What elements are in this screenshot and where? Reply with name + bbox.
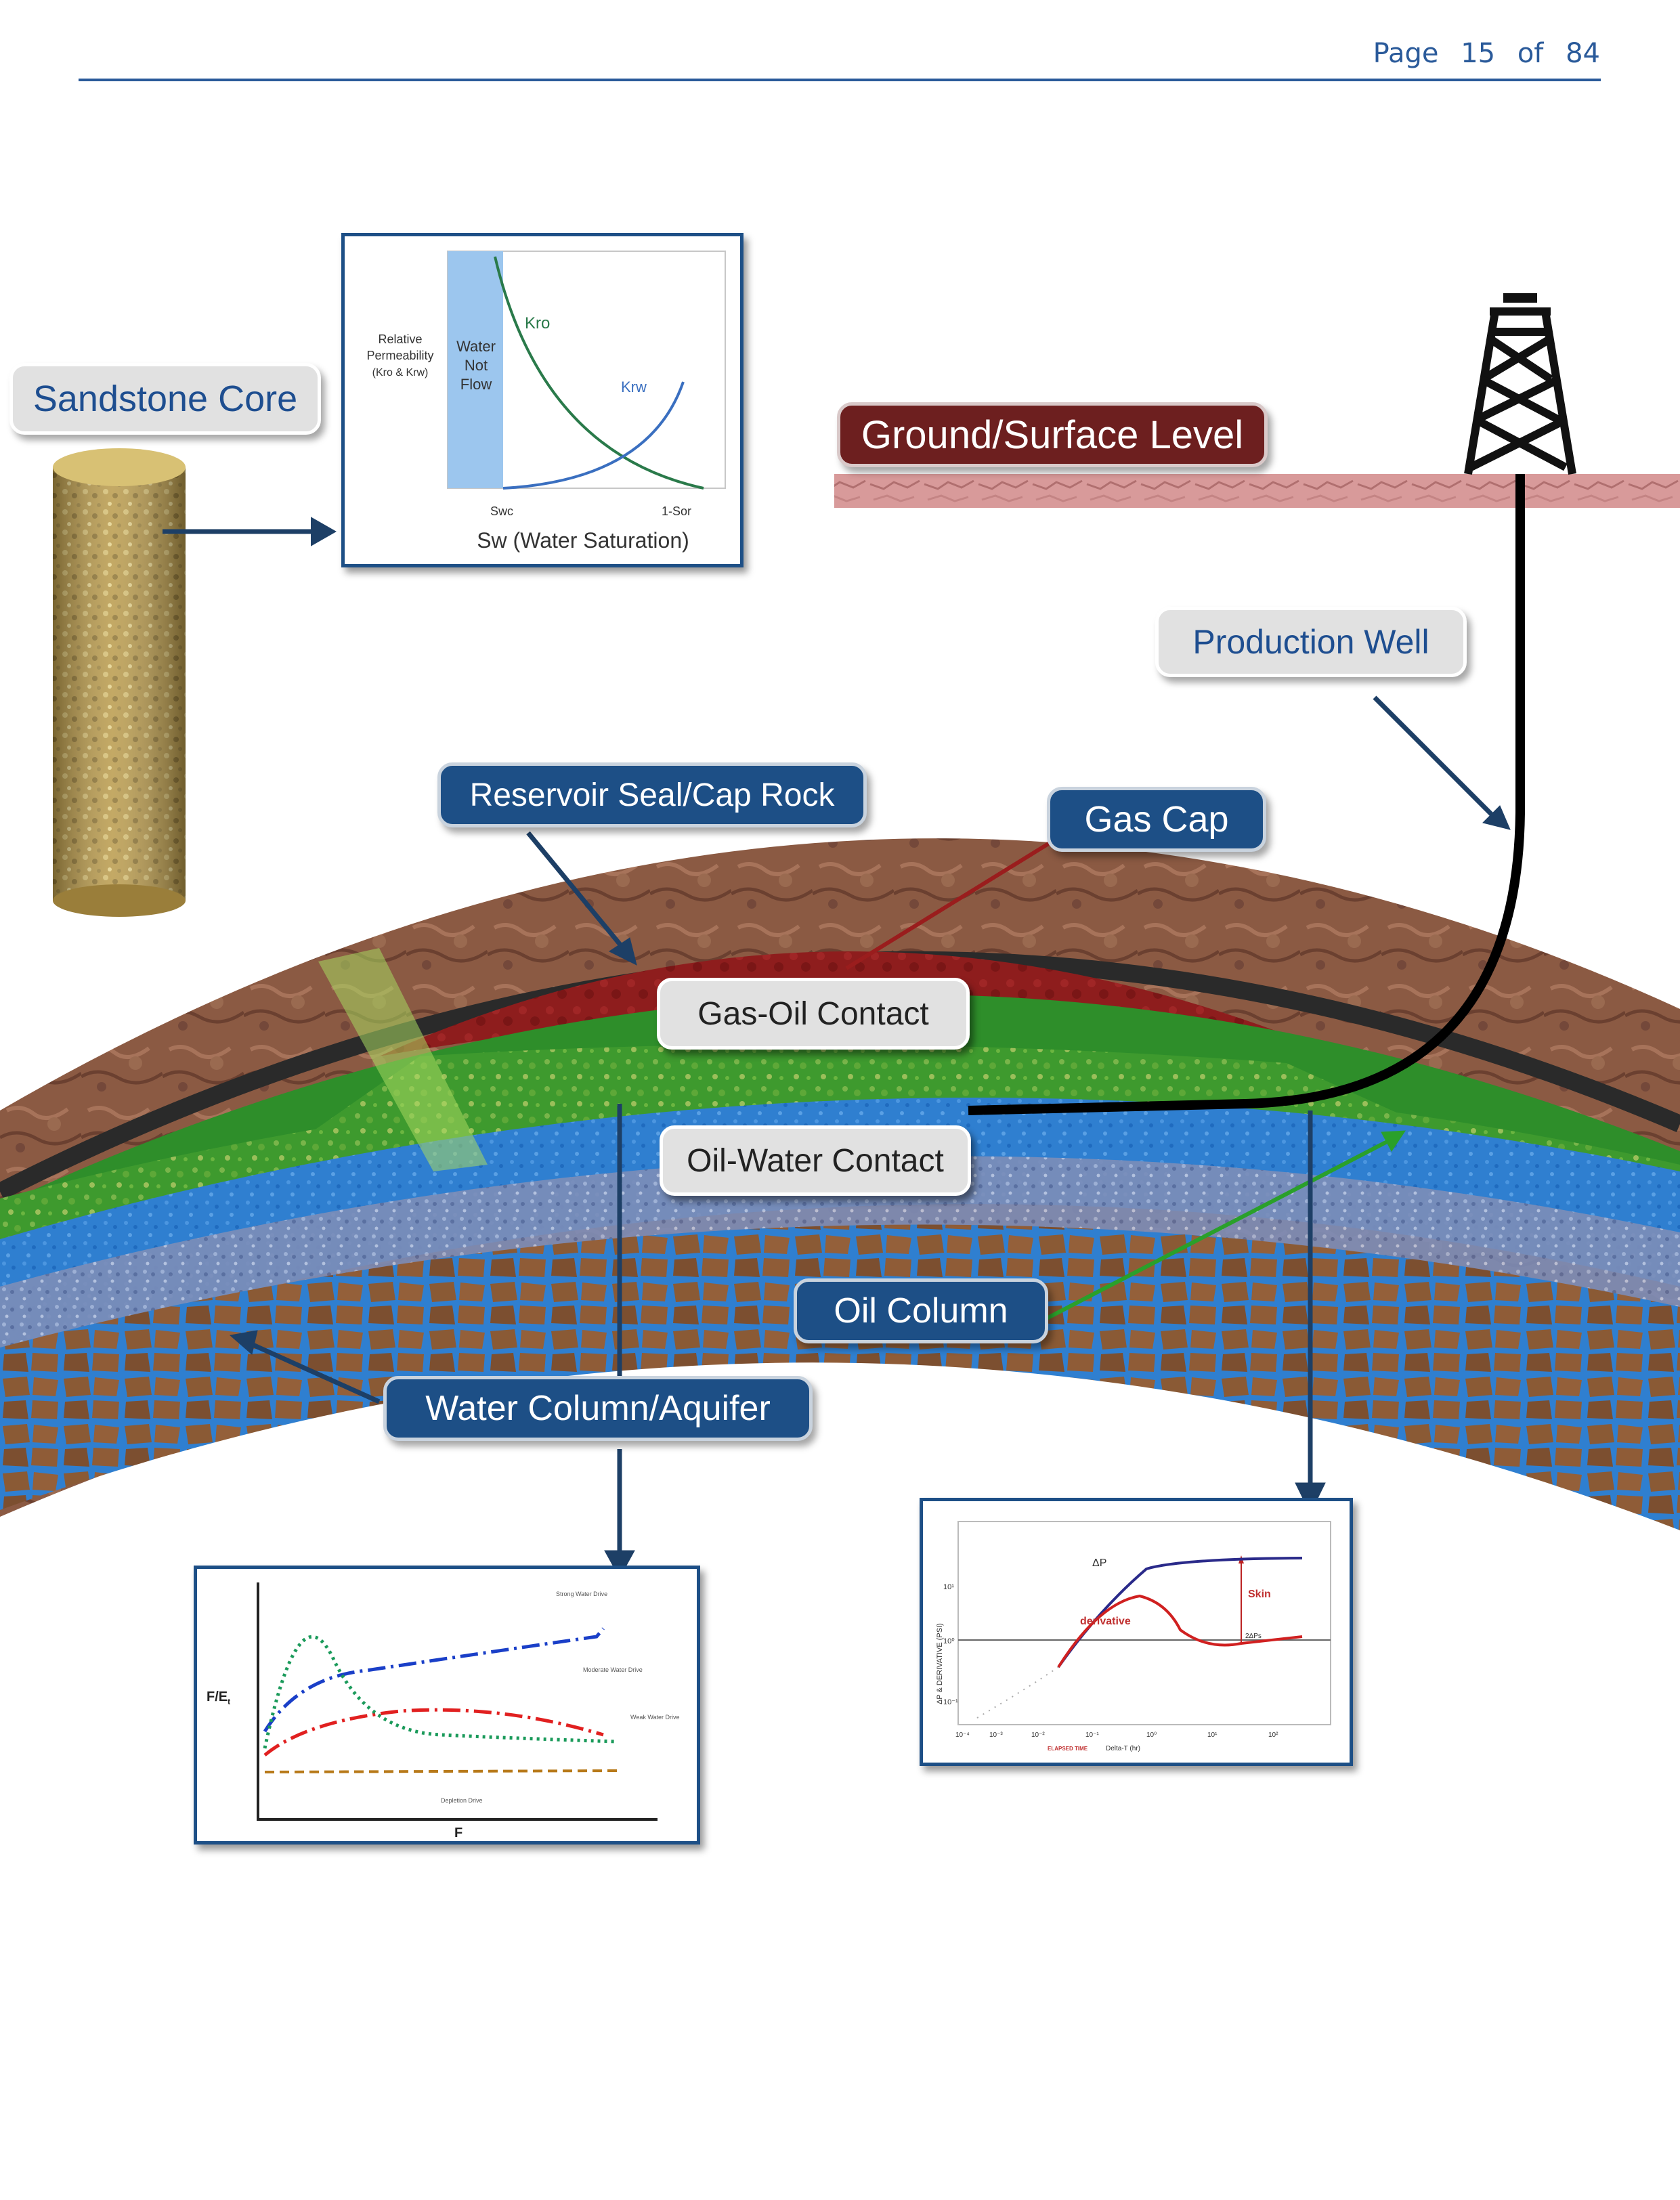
label-oil-column: Oil Column — [794, 1278, 1048, 1343]
aquifer-cobble-layer — [0, 1224, 1680, 1530]
label-sandstone-core: Sandstone Core — [9, 363, 321, 435]
production-well-arrow — [1373, 695, 1499, 821]
page-label: Page — [1373, 38, 1439, 69]
water-layer — [0, 1097, 1680, 1361]
early-data-points — [976, 1666, 1059, 1719]
xtick-4: 10⁰ — [1146, 1731, 1157, 1739]
depletion-drive-line — [264, 1769, 618, 1773]
xlabel: Sw (Water Saturation) — [477, 528, 689, 553]
production-well-pipe — [968, 474, 1525, 1115]
pressure-xlabel-red: ELAPSED TIME — [1048, 1746, 1088, 1752]
gas-cap-connector — [845, 841, 1051, 970]
xtick-1: 10⁻³ — [989, 1731, 1003, 1739]
header-rule — [79, 79, 1601, 81]
band-line-2: Not — [465, 357, 488, 374]
one-minus-sor-label: 1-Sor — [662, 504, 691, 518]
ground-surface-band — [834, 474, 1680, 508]
pressure-xlabel: Delta-T (hr) — [1106, 1745, 1140, 1752]
moderate-drive-label: Moderate Water Drive — [583, 1666, 643, 1673]
page-number: Page 15 of 84 — [1360, 38, 1600, 69]
derrick-icon — [1464, 293, 1576, 475]
delta-p-label: ΔP — [1092, 1557, 1106, 1569]
derivative-label: derivative — [1080, 1616, 1131, 1627]
label-gas-oil-contact: Gas-Oil Contact — [657, 978, 970, 1050]
strong-drive-label: Strong Water Drive — [556, 1591, 607, 1597]
drive-ylabel: F/Et — [207, 1689, 230, 1706]
swc-label: Swc — [490, 504, 513, 518]
xtick-3: 10⁻¹ — [1085, 1731, 1099, 1739]
drive-mechanism-chart: F/Et F Strong Water Drive Moderate Water… — [194, 1566, 700, 1845]
pressure-derivative-chart: ΔP derivative Skin 2ΔPs ΔP & DERIVATIVE … — [920, 1498, 1353, 1766]
label-ground-surface: Ground/Surface Level — [837, 402, 1268, 467]
page-of: of — [1517, 38, 1544, 69]
connectors — [163, 517, 1511, 1579]
derivative-curve — [1057, 1594, 1303, 1668]
ylabel-line-1: Relative — [378, 332, 422, 346]
ytick-top: 10¹ — [943, 1583, 954, 1591]
oil-column-layer — [0, 994, 1680, 1219]
krw-label: Krw — [621, 379, 647, 395]
skin-small-label: 2ΔPs — [1245, 1633, 1262, 1640]
xtick-2: 10⁻² — [1031, 1731, 1045, 1739]
xtick-5: 10¹ — [1207, 1731, 1218, 1739]
ylabel-line-3: (Kro & Krw) — [372, 367, 429, 379]
label-gas-cap: Gas Cap — [1047, 787, 1266, 852]
oil-column-connector — [1041, 1136, 1396, 1322]
aquifer-gravel-layer — [0, 1156, 1680, 1408]
page-total: 84 — [1566, 38, 1600, 69]
depletion-drive-label: Depletion Drive — [441, 1797, 483, 1804]
water-not-flow-band — [448, 251, 503, 488]
ytick-mid: 10⁰ — [943, 1637, 955, 1645]
moderate-drive-curve — [263, 1708, 604, 1756]
pressure-ylabel: ΔP & DERIVATIVE (PSI) — [936, 1623, 944, 1704]
band-line-3: Flow — [460, 376, 492, 393]
label-water-column: Water Column/Aquifer — [383, 1376, 813, 1441]
kro-label: Kro — [525, 314, 550, 332]
weak-drive-curve — [263, 1635, 618, 1749]
band-line-1: Water — [456, 338, 496, 355]
ylabel-line-2: Permeability — [366, 349, 433, 362]
page-header: Page 15 of 84 — [0, 0, 1680, 88]
relperm-chart: Relative Permeability (Kro & Krw) Water … — [341, 233, 744, 567]
xtick-6: 10² — [1268, 1731, 1278, 1739]
delta-p-curve — [1057, 1557, 1303, 1668]
kro-curve — [494, 256, 704, 490]
skin-label: Skin — [1248, 1589, 1271, 1600]
weak-drive-label: Weak Water Drive — [630, 1714, 680, 1721]
page-current: 15 — [1461, 38, 1496, 69]
seal-arrow — [526, 831, 625, 950]
label-production-well: Production Well — [1155, 607, 1467, 677]
label-reservoir-seal: Reservoir Seal/Cap Rock — [437, 762, 867, 827]
highlight-wedge — [318, 948, 488, 1171]
ytick-bot: 10⁻¹ — [943, 1698, 958, 1706]
sandstone-core-image — [53, 448, 186, 917]
krw-curve — [502, 381, 685, 490]
strong-drive-curve — [263, 1627, 605, 1733]
xtick-0: 10⁻⁴ — [955, 1731, 970, 1739]
label-oil-water-contact: Oil-Water Contact — [660, 1125, 971, 1196]
aquifer-arrow — [242, 1338, 381, 1404]
drive-xlabel: F — [454, 1826, 462, 1840]
